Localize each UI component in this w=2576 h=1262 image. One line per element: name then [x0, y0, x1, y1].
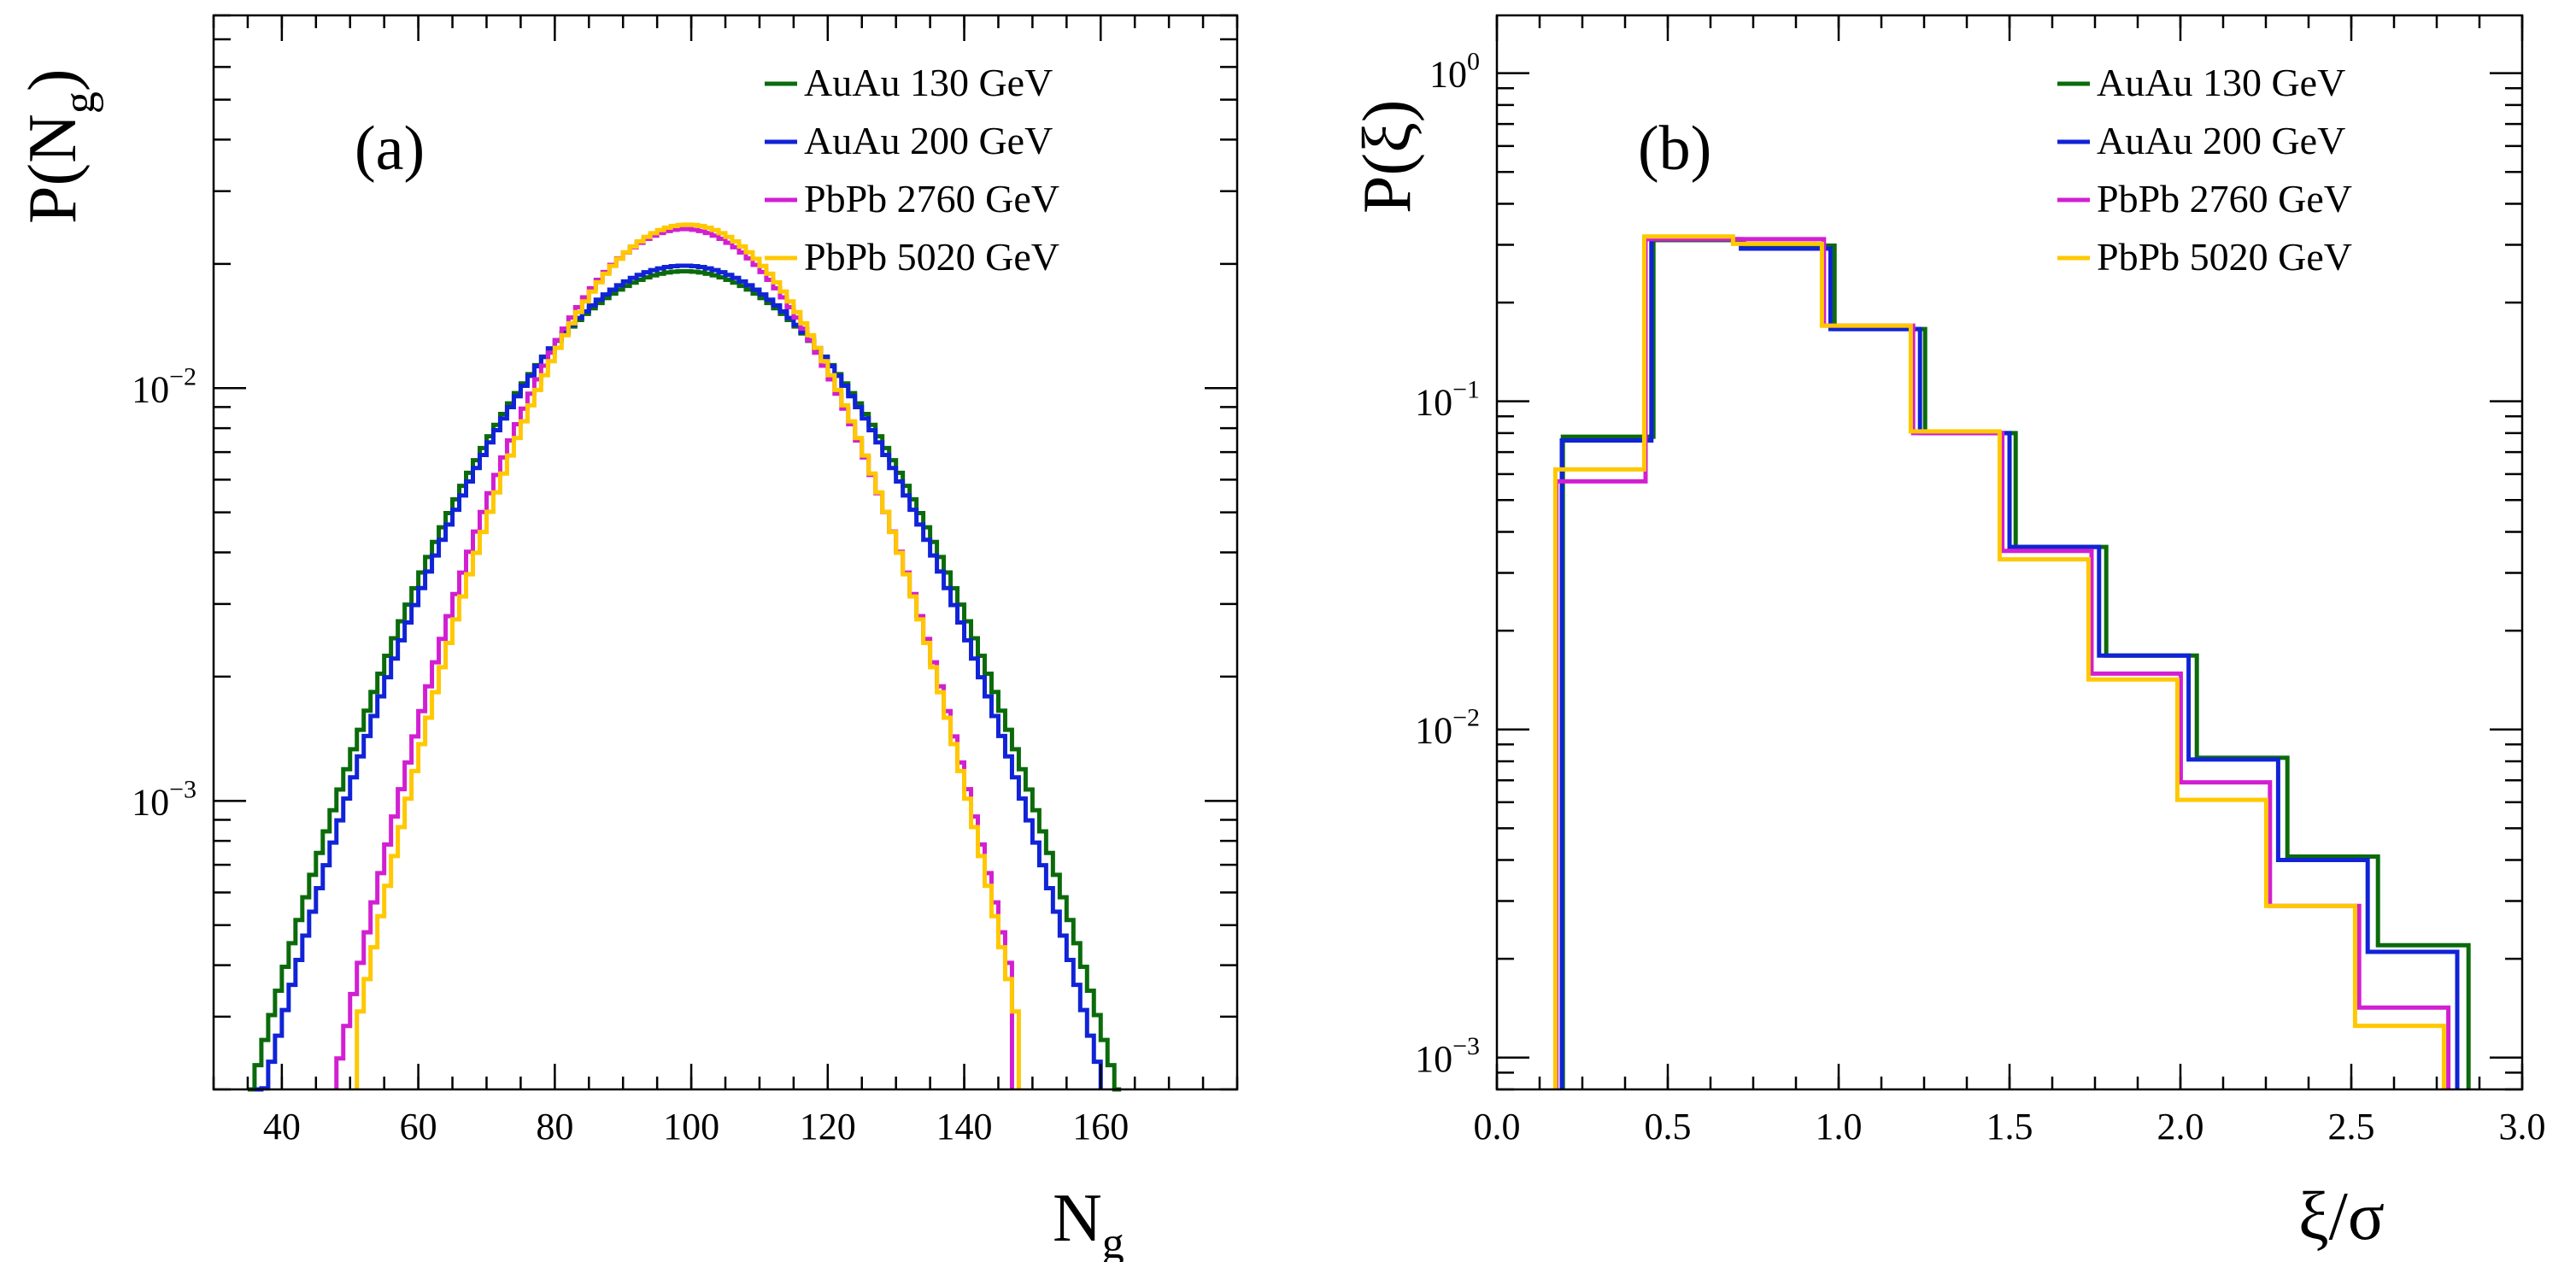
panel-b-xtick-label: 3.0	[2499, 1106, 2546, 1148]
panel-b-legend-label: PbPb 5020 GeV	[2097, 235, 2352, 279]
panel-a-xtick-label: 140	[936, 1106, 993, 1148]
panel-a-xtick-label: 100	[663, 1106, 719, 1148]
panel-a-legend: AuAu 130 GeV AuAu 200 GeV PbPb 2760 GeV PbP…	[765, 61, 1059, 279]
panel-b-ytick-label: 100	[1429, 48, 1480, 96]
panel-b-legend-entry-pbpb-2760-gev: PbPb 2760 GeV	[2057, 177, 2352, 220]
panel-b-curves	[1552, 234, 2471, 1089]
panel-b-series-auau-200-gev	[1559, 237, 2460, 1089]
panel-b-series-pbpb-5020-gev	[1552, 234, 2446, 1089]
panel-a-legend-label: PbPb 2760 GeV	[804, 177, 1059, 220]
panel-b-ytick-label: 10−2	[1415, 704, 1480, 752]
panel-b-legend-entry-auau-200-gev: AuAu 200 GeV	[2057, 119, 2345, 162]
panel-a-series-pbpb-2760-gev	[334, 226, 1014, 1089]
panel-b-xtick-label: 1.0	[1816, 1106, 1863, 1148]
panel-b-legend-label: AuAu 130 GeV	[2097, 61, 2345, 104]
panel-a-label: (a)	[355, 114, 425, 184]
panel-b: 0.0 0.5 1.0 1.5 2.0 2.5 3.0 100 10−1 10−2 10−3 (b)…	[1350, 14, 2546, 1254]
panel-b-label: (b)	[1638, 114, 1711, 184]
panel-a-ytick-label: 10−2	[132, 362, 197, 410]
panel-a-legend-label: AuAu 130 GeV	[804, 61, 1053, 104]
panel-a-xtick-label: 40	[263, 1106, 301, 1148]
panel-a-ticks: 40 60 80 100 120 140 160 10−2 10−3	[132, 14, 1239, 1148]
panel-b-xtick-label: 0.5	[1645, 1106, 1692, 1148]
panel-b-legend-entry-pbpb-5020-gev: PbPb 5020 GeV	[2057, 235, 2352, 279]
panel-b-ytick-label: 10−1	[1415, 376, 1480, 424]
panel-b-ylabel: P(ξ)	[1350, 100, 1425, 214]
panel-b-legend-label: AuAu 200 GeV	[2097, 119, 2345, 162]
panel-b-xtick-label: 2.5	[2328, 1106, 2375, 1148]
panel-b-legend-entry-auau-130-gev: AuAu 130 GeV	[2057, 61, 2345, 104]
panel-b-xlabel: ξ/σ	[2298, 1179, 2385, 1254]
panel-a-xtick-label: 80	[536, 1106, 573, 1148]
panel-a-ylabel: P(Ng)	[15, 68, 104, 224]
panel-b-legend: AuAu 130 GeV AuAu 200 GeV PbPb 2760 GeV PbP…	[2057, 61, 2352, 279]
panel-a-series-auau-130-gev	[247, 268, 1122, 1092]
panel-b-ytick-label: 10−3	[1415, 1032, 1480, 1080]
panel-a-xlabel: Ng	[1053, 1181, 1124, 1262]
panel-a-legend-label: AuAu 200 GeV	[804, 119, 1053, 162]
panel-b-xtick-label: 2.0	[2157, 1106, 2204, 1148]
panel-a-legend-entry-auau-200-gev: AuAu 200 GeV	[765, 119, 1053, 162]
panel-b-series-pbpb-2760-gev	[1554, 237, 2451, 1089]
panel-a-legend-label: PbPb 5020 GeV	[804, 235, 1059, 279]
panel-b-legend-label: PbPb 2760 GeV	[2097, 177, 2352, 220]
panel-a-series-pbpb-5020-gev	[355, 222, 1021, 1089]
panel-b-ticks: 0.0 0.5 1.0 1.5 2.0 2.5 3.0 100 10−1 10−2 10−3	[1415, 15, 2546, 1148]
panel-a-ytick-label: 10−3	[132, 775, 197, 823]
panel-a-series-auau-200-gev	[254, 263, 1103, 1092]
panel-a-legend-entry-pbpb-5020-gev: PbPb 5020 GeV	[765, 235, 1059, 279]
panel-a-xtick-label: 160	[1072, 1106, 1129, 1148]
panel-a-xtick-label: 120	[800, 1106, 856, 1148]
panel-a-xtick-label: 60	[400, 1106, 437, 1148]
panel-a-legend-entry-auau-130-gev: AuAu 130 GeV	[765, 61, 1053, 104]
panel-b-xtick-label: 1.5	[1986, 1106, 2033, 1148]
panel-a-curves	[247, 222, 1122, 1092]
panel-b-xtick-label: 0.0	[1474, 1106, 1521, 1148]
panel-a-legend-entry-pbpb-2760-gev: PbPb 2760 GeV	[765, 177, 1059, 220]
panel-b-series-auau-130-gev	[1560, 238, 2471, 1089]
